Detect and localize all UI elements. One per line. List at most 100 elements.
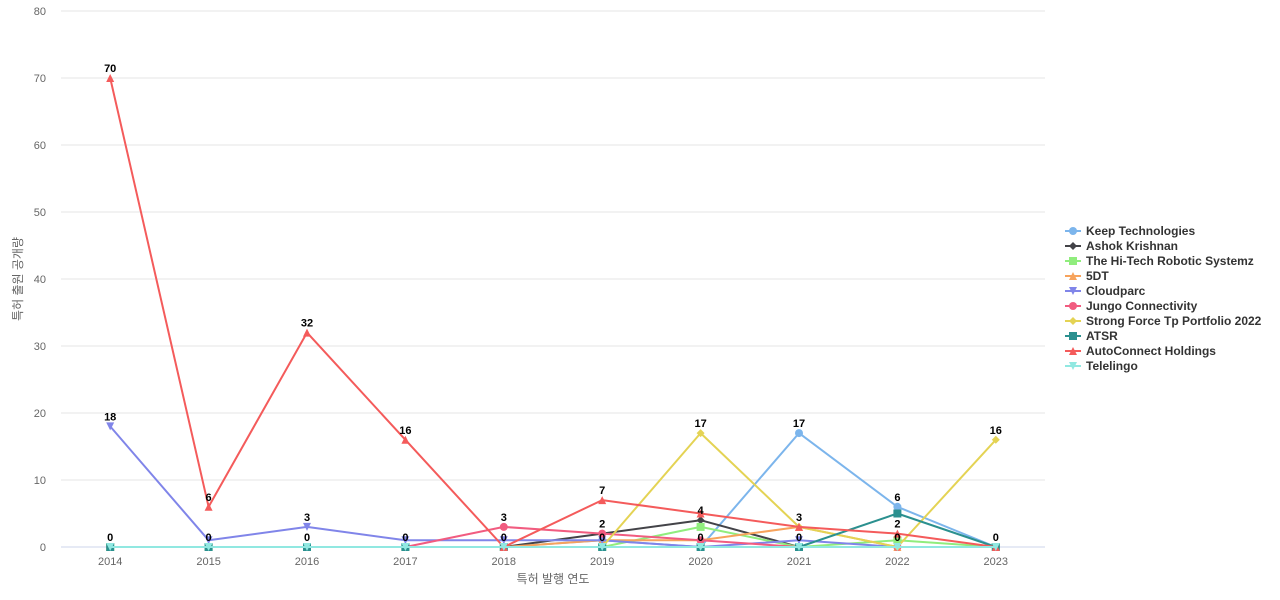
- data-label: 2: [894, 519, 900, 531]
- x-tick-label: 2017: [393, 556, 417, 568]
- data-point: [795, 429, 803, 438]
- legend-marker-icon: [1069, 242, 1077, 250]
- x-tick-label: 2020: [688, 556, 712, 568]
- data-label: 0: [402, 532, 408, 544]
- legend-marker-icon: [1069, 317, 1077, 325]
- data-point: [598, 536, 607, 545]
- data-point: [795, 522, 803, 531]
- series-autoconnect-holdings[interactable]: [106, 74, 1000, 551]
- data-label: 16: [990, 425, 1002, 437]
- data-label: 0: [599, 532, 605, 544]
- y-tick-label: 40: [34, 274, 46, 286]
- y-tick-label: 0: [40, 542, 46, 554]
- legend-label: Strong Force Tp Portfolio 2022: [1086, 314, 1262, 328]
- data-label: 17: [793, 418, 805, 430]
- legend-label: Telelingo: [1086, 359, 1138, 373]
- legend-label: ATSR: [1086, 329, 1118, 343]
- series-strong-force-tp-portfolio-2022[interactable]: [106, 429, 1000, 551]
- series-keep-technologies[interactable]: [106, 429, 1000, 551]
- data-point: [204, 502, 213, 511]
- data-point: [499, 522, 508, 531]
- legend-marker-icon: [1069, 302, 1077, 310]
- series-cloudparc[interactable]: [106, 422, 1000, 551]
- legend-label: AutoConnect Holdings: [1086, 344, 1216, 358]
- data-label: 0: [796, 532, 802, 544]
- legend-label: Jungo Connectivity: [1086, 299, 1198, 313]
- legend-marker-icon: [1069, 227, 1077, 235]
- data-point: [696, 543, 705, 551]
- legend-label: Cloudparc: [1086, 284, 1146, 298]
- legend-marker-icon: [1069, 362, 1077, 370]
- legend-item[interactable]: ATSR: [1065, 329, 1118, 343]
- x-tick-label: 2023: [984, 556, 1008, 568]
- data-label: 2: [599, 519, 605, 531]
- data-point: [303, 328, 311, 337]
- legend-item[interactable]: Ashok Krishnan: [1065, 239, 1178, 253]
- legend-item[interactable]: Strong Force Tp Portfolio 2022: [1065, 314, 1262, 328]
- legend-item[interactable]: Telelingo: [1065, 359, 1138, 373]
- data-point: [499, 536, 508, 545]
- data-point: [106, 74, 115, 82]
- data-point: [893, 529, 902, 538]
- data-label: 32: [301, 318, 313, 330]
- data-label: 70: [104, 63, 116, 75]
- series-line: [109, 425, 997, 548]
- legend-marker-icon: [1069, 332, 1077, 340]
- data-point: [795, 536, 803, 545]
- data-point: [893, 509, 902, 518]
- legend-marker-icon: [1069, 257, 1077, 265]
- legend-marker-icon: [1069, 287, 1077, 295]
- y-tick-label: 80: [34, 6, 46, 18]
- legend-item[interactable]: AutoConnect Holdings: [1065, 344, 1216, 358]
- data-label: 6: [206, 492, 212, 504]
- data-point: [893, 543, 902, 551]
- legend-item[interactable]: Cloudparc: [1065, 284, 1146, 298]
- series-line: [109, 77, 997, 548]
- data-point: [696, 522, 705, 531]
- x-tick-label: 2014: [98, 556, 122, 568]
- data-point: [696, 429, 705, 438]
- data-point: [303, 543, 311, 551]
- y-tick-label: 60: [34, 140, 46, 152]
- data-point: [106, 422, 115, 431]
- data-label: 0: [501, 532, 507, 544]
- legend-item[interactable]: Keep Technologies: [1065, 224, 1195, 238]
- data-label: 3: [796, 512, 802, 524]
- data-label: 3: [501, 512, 507, 524]
- legend-item[interactable]: The Hi-Tech Robotic Systemz: [1065, 254, 1254, 268]
- legend-label: 5DT: [1086, 269, 1109, 283]
- y-axis-title: 특허 출원 공개량: [11, 237, 25, 321]
- data-label: 4: [698, 505, 705, 517]
- legend-item[interactable]: Jungo Connectivity: [1065, 299, 1198, 313]
- data-label: 18: [104, 411, 116, 423]
- data-label: 0: [206, 532, 212, 544]
- x-tick-label: 2021: [787, 556, 811, 568]
- data-point: [696, 509, 705, 518]
- data-point: [991, 435, 1000, 444]
- data-point: [795, 543, 803, 551]
- x-tick-label: 2015: [196, 556, 220, 568]
- data-point: [499, 543, 508, 551]
- legend-marker-icon: [1069, 272, 1077, 280]
- data-label: 0: [304, 532, 310, 544]
- y-tick-label: 50: [34, 207, 46, 219]
- legend-label: The Hi-Tech Robotic Systemz: [1086, 254, 1254, 268]
- legend-item[interactable]: 5DT: [1065, 269, 1109, 283]
- legend-label: Keep Technologies: [1086, 224, 1195, 238]
- data-point: [401, 543, 410, 551]
- data-point: [598, 496, 607, 505]
- data-point: [991, 543, 1000, 551]
- axes: 특허 발행 연도 특허 출원 공개량 010203040506070802014…: [11, 6, 1008, 586]
- data-point: [106, 543, 115, 551]
- series: [106, 74, 1000, 551]
- data-point: [204, 536, 213, 545]
- x-tick-label: 2022: [885, 556, 909, 568]
- x-tick-label: 2018: [492, 556, 516, 568]
- data-label: 0: [698, 532, 704, 544]
- data-point: [401, 435, 410, 444]
- series-telelingo[interactable]: [106, 543, 1000, 551]
- y-tick-label: 20: [34, 408, 46, 420]
